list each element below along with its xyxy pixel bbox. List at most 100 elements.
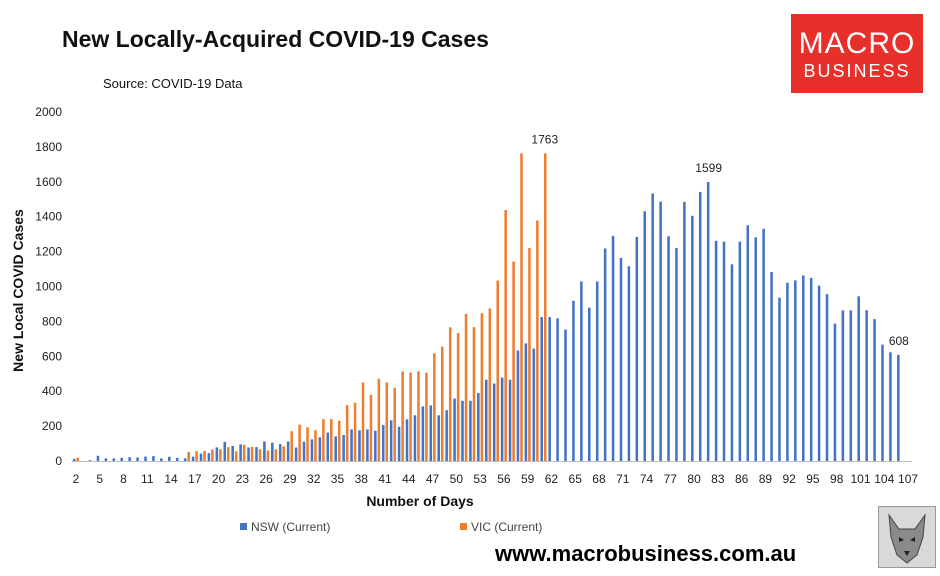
nsw-bar bbox=[603, 248, 607, 461]
nsw-bar bbox=[413, 415, 417, 461]
y-tick-label: 200 bbox=[42, 419, 62, 433]
macrobusiness-logo: MACRO BUSINESS bbox=[791, 14, 923, 93]
nsw-bar bbox=[160, 458, 163, 461]
vic-bar bbox=[306, 427, 309, 461]
x-tick-label: 80 bbox=[687, 472, 701, 486]
nsw-bar bbox=[540, 317, 544, 461]
vic-bar bbox=[496, 280, 499, 461]
vic-bar bbox=[520, 153, 523, 461]
x-tick-label: 50 bbox=[450, 472, 464, 486]
vic-bar bbox=[448, 327, 452, 461]
nsw-bar bbox=[516, 350, 520, 461]
vic-bar bbox=[203, 450, 206, 461]
x-tick-label: 95 bbox=[806, 472, 820, 486]
nsw-bar bbox=[294, 447, 298, 461]
nsw-bar bbox=[643, 211, 647, 461]
data-label: 608 bbox=[889, 334, 909, 348]
vic-bar bbox=[298, 424, 301, 461]
vic-bar bbox=[504, 210, 507, 461]
nsw-bar bbox=[247, 447, 250, 461]
nsw-bar bbox=[461, 400, 464, 461]
vic-bar bbox=[76, 457, 79, 461]
x-tick-label: 44 bbox=[402, 472, 416, 486]
nsw-bar bbox=[675, 248, 678, 461]
nsw-bar bbox=[564, 329, 567, 461]
x-tick-label: 23 bbox=[236, 472, 250, 486]
vic-bar bbox=[322, 419, 325, 461]
legend-nsw-label: NSW (Current) bbox=[251, 520, 330, 534]
nsw-bar bbox=[175, 457, 179, 461]
nsw-bar bbox=[508, 379, 512, 461]
nsw-bar bbox=[183, 458, 187, 461]
nsw-bar bbox=[350, 429, 353, 461]
nsw-bar bbox=[762, 228, 765, 461]
chart-title: New Locally-Acquired COVID-19 Cases bbox=[62, 26, 489, 52]
x-tick-label: 38 bbox=[355, 472, 369, 486]
nsw-bar bbox=[667, 236, 670, 461]
nsw-bar bbox=[342, 434, 345, 461]
nsw-bar bbox=[215, 447, 219, 461]
y-tick-label: 1800 bbox=[35, 140, 62, 154]
vic-bar bbox=[274, 449, 278, 461]
nsw-bar bbox=[572, 300, 575, 461]
nsw-bar bbox=[72, 458, 76, 461]
nsw-bar bbox=[199, 453, 203, 461]
y-tick-label: 600 bbox=[42, 349, 62, 363]
vic-series bbox=[76, 153, 547, 461]
nsw-bar bbox=[152, 456, 155, 461]
y-tick-label: 400 bbox=[42, 384, 62, 398]
nsw-bar bbox=[112, 458, 116, 461]
nsw-bar bbox=[445, 410, 448, 461]
nsw-bar bbox=[580, 281, 583, 461]
nsw-bar bbox=[168, 456, 171, 461]
vic-bar bbox=[250, 446, 254, 461]
nsw-bar bbox=[477, 392, 480, 461]
nsw-bar bbox=[722, 241, 726, 461]
nsw-bar bbox=[278, 444, 282, 461]
website-url[interactable]: www.macrobusiness.com.au bbox=[495, 541, 797, 566]
chart-labels: 1763 1599 608 NSW (Current) VIC (Current) bbox=[240, 132, 909, 534]
vic-bar bbox=[512, 261, 515, 461]
y-tick-label: 800 bbox=[42, 314, 62, 328]
nsw-bar bbox=[128, 457, 131, 461]
nsw-bar bbox=[809, 277, 813, 461]
nsw-bar bbox=[286, 441, 290, 461]
x-tick-label: 92 bbox=[782, 472, 796, 486]
x-tick-label: 47 bbox=[426, 472, 440, 486]
vic-bar bbox=[219, 449, 222, 461]
x-tick-label: 65 bbox=[569, 472, 583, 486]
nsw-bar bbox=[770, 272, 773, 461]
vic-bar bbox=[472, 327, 476, 461]
nsw-bar bbox=[334, 436, 337, 461]
vic-bar bbox=[290, 431, 293, 461]
nsw-bar bbox=[746, 225, 750, 461]
vic-bar bbox=[282, 446, 286, 461]
x-tick-label: 56 bbox=[497, 472, 511, 486]
chart-axes: 0 200 400 600 800 1000 1200 1400 1600 1800 2000 2 5 8… bbox=[10, 105, 918, 509]
x-tick-label: 11 bbox=[141, 472, 154, 486]
vic-bar bbox=[195, 451, 198, 461]
nsw-bar bbox=[698, 191, 702, 461]
nsw-bar bbox=[136, 457, 139, 461]
nsw-bar bbox=[104, 458, 108, 461]
nsw-bar bbox=[738, 241, 742, 461]
nsw-bar bbox=[397, 426, 401, 461]
vic-bar bbox=[242, 444, 246, 461]
data-label: 1763 bbox=[531, 132, 558, 146]
nsw-bar bbox=[825, 294, 829, 461]
vic-bar bbox=[211, 449, 214, 461]
data-label: 1599 bbox=[695, 161, 722, 175]
x-tick-label: 14 bbox=[164, 472, 178, 486]
nsw-bar bbox=[659, 201, 662, 461]
nsw-bar bbox=[492, 383, 496, 461]
vic-bar bbox=[330, 419, 333, 461]
nsw-bar bbox=[144, 456, 147, 461]
nsw-bar bbox=[794, 280, 797, 461]
vic-bar bbox=[480, 313, 484, 461]
nsw-bar bbox=[588, 307, 591, 461]
nsw-bar bbox=[437, 415, 440, 461]
x-tick-label: 74 bbox=[640, 472, 654, 486]
x-tick-label: 62 bbox=[545, 472, 559, 486]
vic-bar bbox=[528, 248, 531, 461]
nsw-bar bbox=[374, 430, 377, 461]
